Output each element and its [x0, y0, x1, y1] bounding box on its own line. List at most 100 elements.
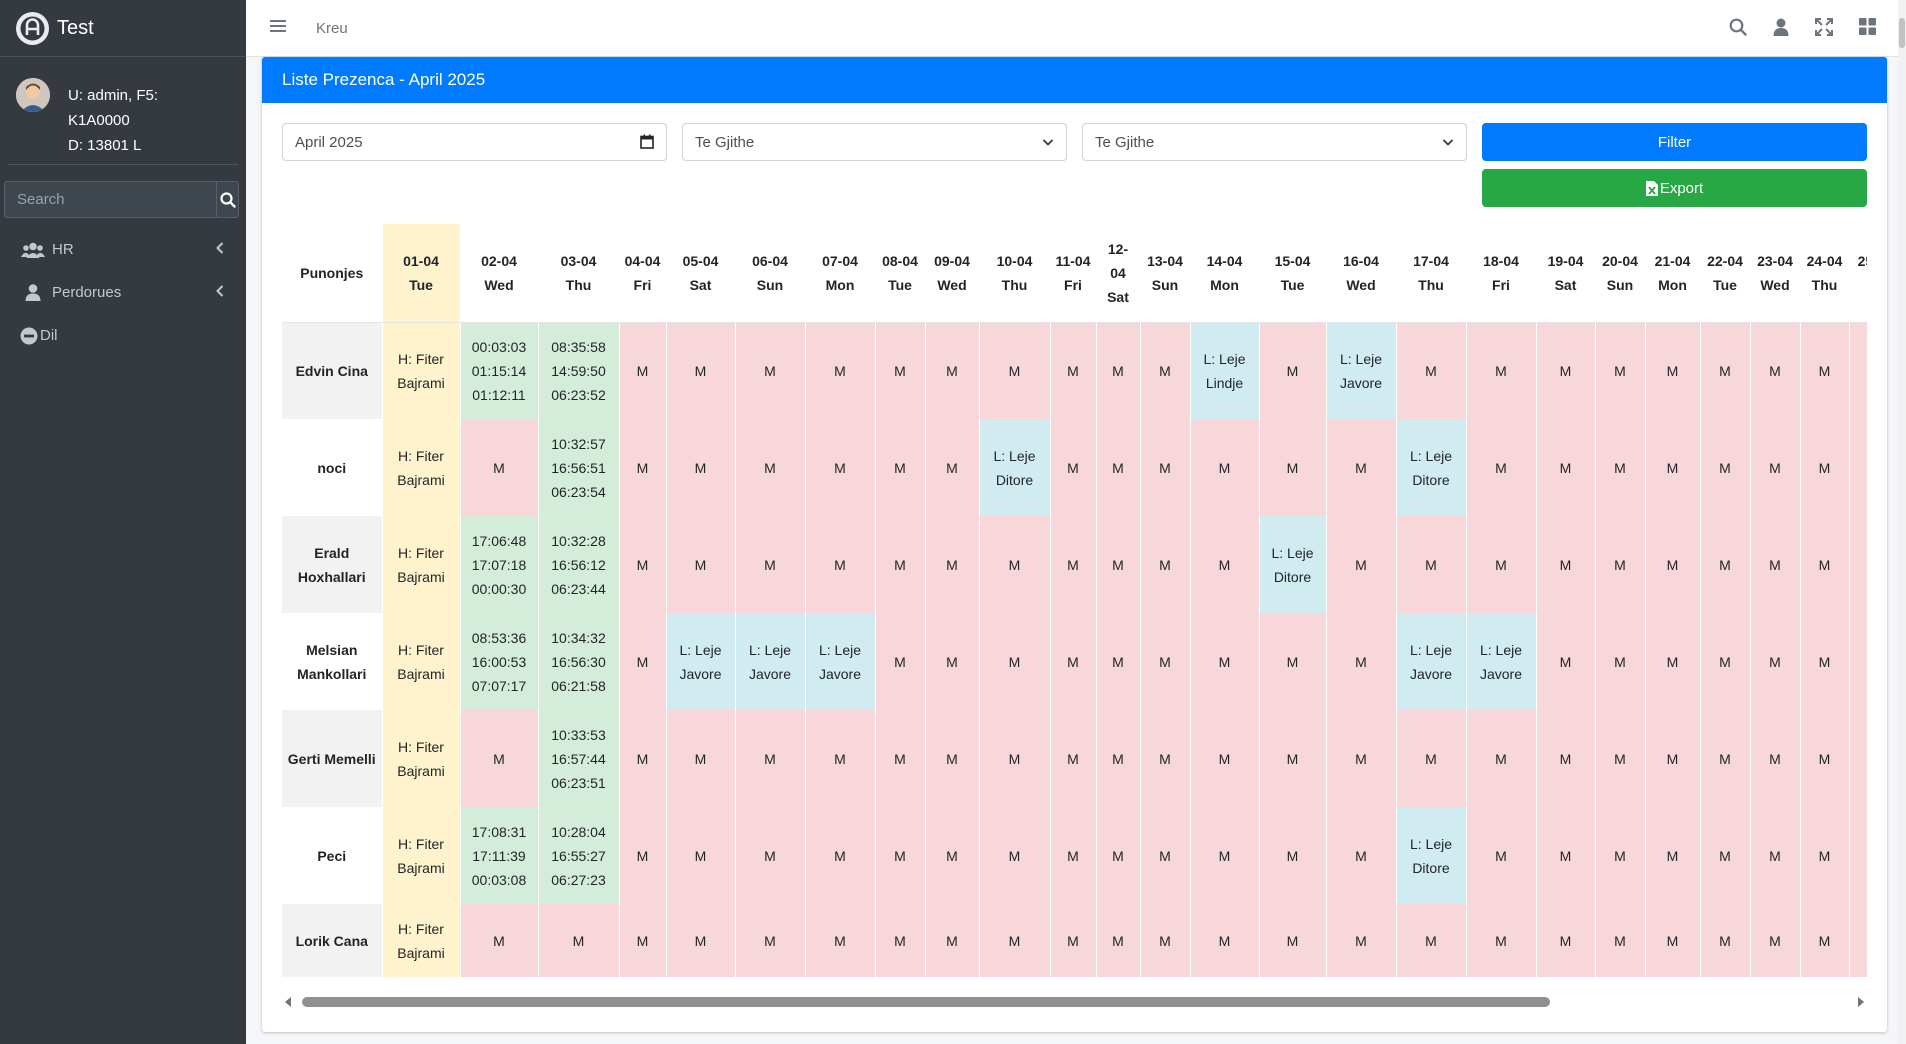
- card-header: Liste Prezenca - April 2025: [262, 57, 1887, 103]
- missing-cell: M: [538, 904, 620, 977]
- filter-button[interactable]: Filter: [1482, 123, 1867, 161]
- missing-cell: M: [1140, 516, 1191, 613]
- header-weekday: Mon: [825, 276, 855, 293]
- search-input[interactable]: [4, 181, 216, 218]
- table-row: Melsian Mankollari H: Fiter Bajrami 08:53:…: [282, 613, 1867, 710]
- breadcrumb[interactable]: Kreu: [316, 19, 348, 37]
- header-weekday: Mon: [1210, 276, 1239, 293]
- leave-cell: L: Leje Javore: [1466, 613, 1537, 710]
- header-date: 15-04: [1274, 252, 1311, 269]
- header-weekday: Tue: [888, 276, 912, 293]
- user-icon[interactable]: [1773, 18, 1789, 36]
- expand-icon[interactable]: [1815, 18, 1833, 36]
- missing-cell: M: [1536, 807, 1596, 904]
- header-weekday: Fri: [1854, 273, 1868, 297]
- grid-icon[interactable]: [1859, 18, 1876, 35]
- search-button[interactable]: [216, 181, 239, 218]
- vertical-scrollbar[interactable]: [1898, 0, 1906, 1044]
- missing-cell: M: [1259, 419, 1327, 516]
- sidebar: Test U: admin, F5: K1A0000 D: 13801 L HR: [0, 0, 246, 1044]
- missing-cell: M: [1536, 322, 1596, 419]
- header-day: 24-04 Thu: [1800, 224, 1850, 323]
- scroll-right-arrow-icon[interactable]: [1857, 997, 1865, 1007]
- header-date: 04-04: [624, 252, 661, 269]
- missing-cell: M: [619, 516, 667, 613]
- select-filter-1[interactable]: Te Gjithe: [682, 123, 1067, 161]
- brand[interactable]: Test: [0, 0, 246, 57]
- missing-cell: M: [1190, 419, 1260, 516]
- header-date: 24-04: [1806, 252, 1843, 269]
- missing-cell: M: [1096, 516, 1141, 613]
- missing-cell: M: [875, 419, 926, 516]
- header-weekday: Fri: [1064, 276, 1082, 293]
- missing-cell: [1849, 904, 1867, 977]
- attendance-record-cell: 08:35:58 14:59:50 06:23:52: [538, 322, 620, 419]
- table-row: noci H: Fiter Bajrami M 10:32:57 16:56:51 0…: [282, 419, 1867, 516]
- missing-cell: M: [805, 904, 876, 977]
- missing-cell: M: [1800, 807, 1850, 904]
- header-day: 20-04 Sun: [1595, 224, 1646, 323]
- header-weekday: Fri: [1492, 276, 1510, 293]
- missing-cell: M: [1096, 322, 1141, 419]
- chevron-left-icon: [216, 242, 224, 254]
- header-weekday: Sun: [756, 276, 784, 293]
- employee-name: Melsian Mankollari: [282, 613, 383, 710]
- header-weekday: Wed: [937, 276, 967, 293]
- header-date: 18-04: [1483, 252, 1519, 269]
- employee-name: Lorik Cana: [282, 904, 383, 977]
- export-button[interactable]: Export: [1482, 169, 1867, 207]
- missing-cell: M: [1595, 613, 1646, 710]
- sidebar-item-dil[interactable]: Dil: [0, 314, 246, 357]
- menu-toggle-icon[interactable]: [270, 19, 286, 38]
- search-icon[interactable]: [1729, 18, 1747, 36]
- export-label: Export: [1659, 179, 1704, 197]
- month-picker[interactable]: April 2025: [282, 123, 667, 161]
- missing-cell: M: [1536, 419, 1596, 516]
- missing-cell: M: [1645, 419, 1701, 516]
- missing-cell: M: [805, 710, 876, 807]
- header-day: 17-04 Thu: [1396, 224, 1467, 323]
- header-date: 07-04: [822, 252, 858, 269]
- header-date: 20-04: [1602, 252, 1638, 269]
- header-day: 01-04 Tue: [382, 224, 461, 323]
- missing-cell: M: [1700, 807, 1751, 904]
- missing-cell: M: [1800, 322, 1850, 419]
- missing-cell: M: [1800, 904, 1850, 977]
- header-weekday: Wed: [1346, 276, 1376, 293]
- vertical-scrollbar-thumb[interactable]: [1899, 18, 1905, 48]
- sidebar-item-perdorues[interactable]: Perdorues: [0, 271, 246, 314]
- header-date: 19-04: [1547, 252, 1584, 269]
- missing-cell: M: [1700, 904, 1751, 977]
- header-day: 13-04 Sun: [1140, 224, 1191, 323]
- scroll-left-arrow-icon[interactable]: [284, 997, 292, 1007]
- missing-cell: M: [1140, 613, 1191, 710]
- header-employee: Punonjes: [282, 224, 383, 323]
- missing-cell: M: [1466, 710, 1537, 807]
- horizontal-scrollbar[interactable]: [282, 992, 1867, 1012]
- header-weekday: Tue: [409, 276, 433, 293]
- missing-cell: [1849, 322, 1867, 419]
- avatar[interactable]: [16, 78, 50, 112]
- calendar-icon[interactable]: [640, 134, 654, 149]
- select-filter-2[interactable]: Te Gjithe: [1082, 123, 1467, 161]
- header-day: 21-04 Mon: [1645, 224, 1701, 323]
- holiday-cell: H: Fiter Bajrami: [382, 516, 461, 613]
- missing-cell: M: [1700, 322, 1751, 419]
- missing-cell: M: [805, 516, 876, 613]
- missing-cell: M: [1466, 807, 1537, 904]
- user-icon: [20, 284, 46, 301]
- header-day: 09-04 Wed: [925, 224, 980, 323]
- employee-name: Peci: [282, 807, 383, 904]
- scrollbar-thumb[interactable]: [302, 997, 1550, 1007]
- header-weekday: Wed: [484, 276, 514, 293]
- attendance-record-cell: 10:28:04 16:55:27 06:27:23: [538, 807, 620, 904]
- missing-cell: M: [1050, 807, 1097, 904]
- header-weekday: Sun: [1151, 276, 1179, 293]
- attendance-record-cell: 10:32:57 16:56:51 06:23:54: [538, 419, 620, 516]
- sidebar-search: [4, 181, 239, 218]
- leave-cell: L: Leje Ditore: [1259, 516, 1327, 613]
- sidebar-item-hr[interactable]: HR: [0, 228, 246, 271]
- attendance-table-container[interactable]: Punonjes 01-04 Tue 02-04 Wed 03-04 Thu 04-04 Fr…: [282, 224, 1867, 978]
- missing-cell: M: [735, 322, 806, 419]
- missing-cell: M: [925, 516, 980, 613]
